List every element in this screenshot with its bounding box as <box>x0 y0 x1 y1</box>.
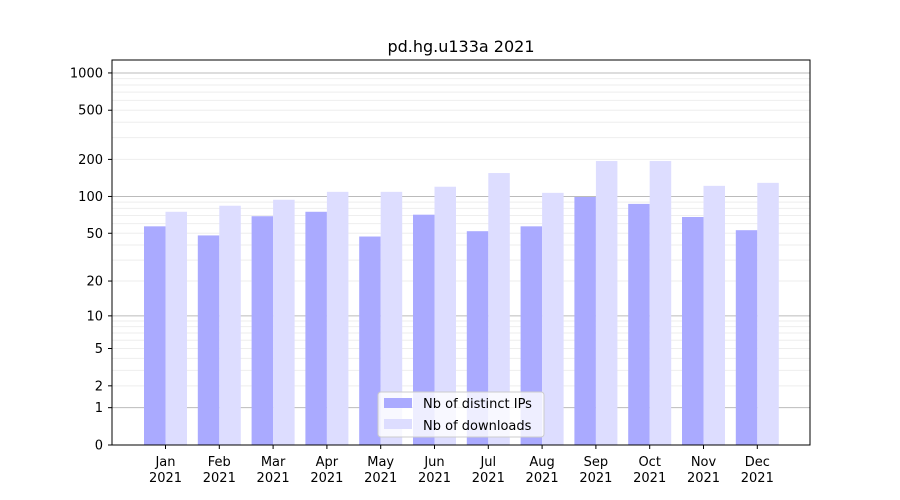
x-tick-label: Sep 2021 <box>579 455 612 486</box>
x-tick-label: Feb 2021 <box>203 455 236 486</box>
y-tick-label: 20 <box>86 275 103 290</box>
bar-downloads <box>488 173 510 445</box>
x-tick-label: May 2021 <box>364 455 397 486</box>
y-tick-label: 500 <box>78 104 103 119</box>
y-tick-label: 2 <box>95 379 103 394</box>
y-tick-label: 0 <box>95 439 103 454</box>
bar-downloads <box>219 205 241 445</box>
bar-downloads <box>434 186 456 445</box>
bar-downloads <box>542 192 564 445</box>
x-tick-label: Aug 2021 <box>526 455 559 486</box>
x-tick-label: Dec 2021 <box>741 455 774 486</box>
bar-distinct-ips <box>682 216 704 445</box>
y-tick-label: 200 <box>78 153 103 168</box>
x-tick-label: Oct 2021 <box>633 455 666 486</box>
x-tick-label: Mar 2021 <box>257 455 290 486</box>
bar-distinct-ips <box>305 211 327 445</box>
y-tick-label: 1 <box>95 401 103 416</box>
x-tick-label: Apr 2021 <box>310 455 343 486</box>
y-tick-label: 50 <box>86 227 103 242</box>
bar-distinct-ips <box>520 226 543 445</box>
y-tick-label: 1000 <box>70 66 103 81</box>
y-tick-label: 100 <box>78 190 103 205</box>
bar-distinct-ips <box>251 216 274 445</box>
bar-distinct-ips <box>413 214 435 445</box>
bar-downloads <box>703 185 725 446</box>
bar-downloads <box>595 161 618 445</box>
plot-frame <box>111 59 811 446</box>
bar-distinct-ips <box>197 235 220 445</box>
x-tick-label: Jan 2021 <box>149 455 182 486</box>
x-tick-label: Jul 2021 <box>472 455 505 486</box>
bar-distinct-ips <box>144 226 166 445</box>
bar-downloads <box>757 182 779 445</box>
bar-downloads <box>165 211 187 445</box>
bar-distinct-ips <box>735 230 758 445</box>
bar-downloads <box>649 161 672 445</box>
legend: Nb of distinct IPs Nb of downloads <box>377 391 545 438</box>
bar-distinct-ips <box>628 203 650 445</box>
legend-label-downloads: Nb of downloads <box>423 419 532 434</box>
x-tick-label: Jun 2021 <box>418 455 451 486</box>
bar-distinct-ips <box>359 236 381 445</box>
y-tick-label: 10 <box>86 309 103 324</box>
y-tick-label: 5 <box>95 342 103 357</box>
bar-downloads <box>380 191 403 445</box>
legend-swatch-ips <box>384 398 412 408</box>
bar-distinct-ips <box>574 197 596 445</box>
legend-swatch-downloads <box>384 419 412 429</box>
chart-title: pd.hg.u133a 2021 <box>387 37 534 56</box>
bar-downloads <box>326 191 349 445</box>
bar-downloads <box>273 199 295 445</box>
x-tick-label: Nov 2021 <box>687 455 720 486</box>
legend-label-ips: Nb of distinct IPs <box>423 397 532 412</box>
